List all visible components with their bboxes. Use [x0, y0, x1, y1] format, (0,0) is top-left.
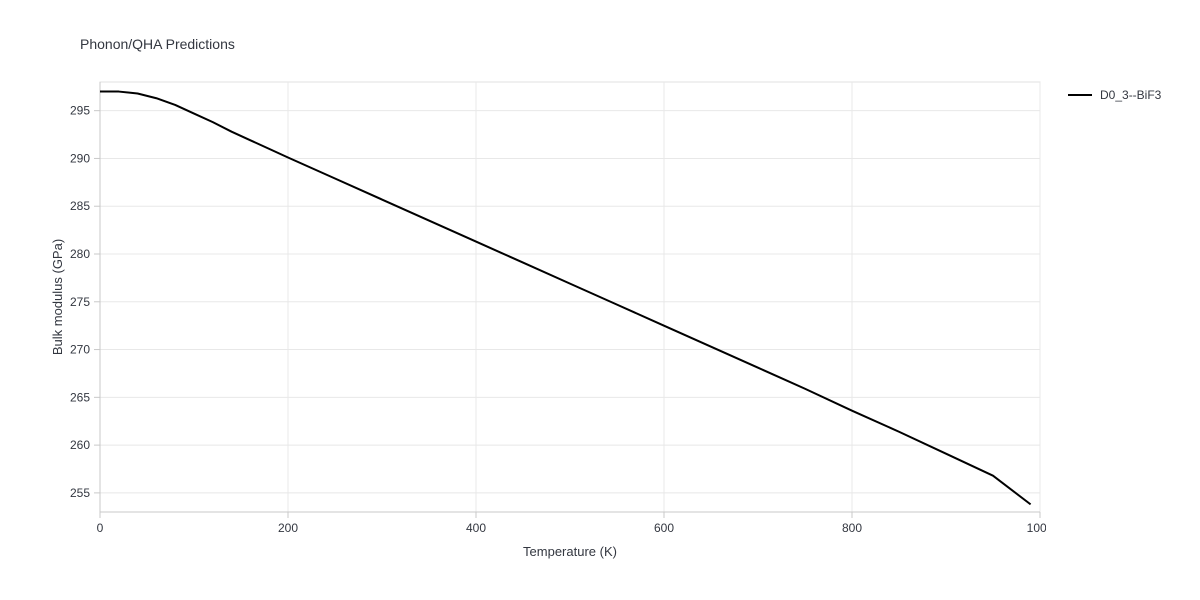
svg-text:260: 260	[70, 438, 90, 452]
svg-text:200: 200	[278, 521, 298, 535]
chart-title: Phonon/QHA Predictions	[80, 36, 235, 52]
svg-text:400: 400	[466, 521, 486, 535]
legend-label: D0_3--BiF3	[1100, 88, 1161, 102]
svg-text:275: 275	[70, 295, 90, 309]
svg-text:255: 255	[70, 486, 90, 500]
legend-swatch	[1068, 94, 1092, 96]
svg-text:280: 280	[70, 247, 90, 261]
svg-text:0: 0	[97, 521, 104, 535]
svg-text:285: 285	[70, 199, 90, 213]
svg-text:270: 270	[70, 343, 90, 357]
legend: D0_3--BiF3	[1068, 88, 1161, 102]
svg-text:Bulk modulus (GPa): Bulk modulus (GPa)	[50, 239, 65, 355]
svg-text:Temperature (K): Temperature (K)	[523, 544, 617, 559]
svg-text:600: 600	[654, 521, 674, 535]
svg-text:290: 290	[70, 151, 90, 165]
svg-text:295: 295	[70, 104, 90, 118]
chart-svg: 0 200 400 600 800 1000 255 260 265 270 275 280 285 29…	[50, 76, 1046, 562]
svg-text:265: 265	[70, 390, 90, 404]
svg-text:800: 800	[842, 521, 862, 535]
svg-text:1000: 1000	[1027, 521, 1046, 535]
chart-area: 0 200 400 600 800 1000 255 260 265 270 275 280 285 29…	[50, 76, 1046, 567]
